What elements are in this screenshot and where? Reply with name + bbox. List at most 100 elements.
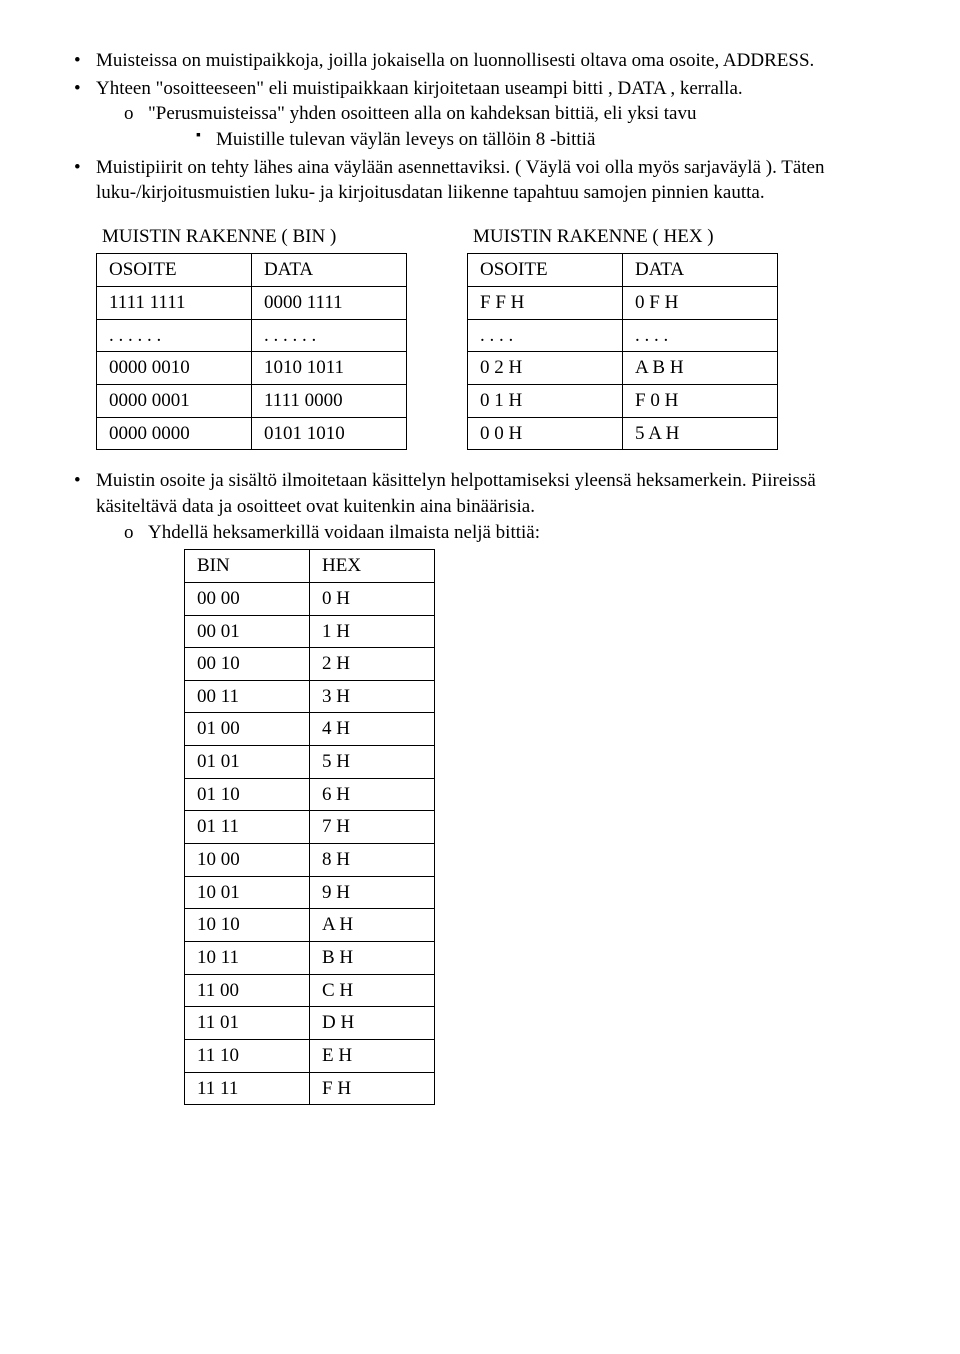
table-cell: 00 00 bbox=[185, 582, 310, 615]
sub-bullet-list: Yhdellä heksamerkillä voidaan ilmaista n… bbox=[96, 520, 896, 546]
table-cell: E H bbox=[310, 1039, 435, 1072]
table-row: 00 000 H bbox=[185, 582, 435, 615]
table-row: 01 004 H bbox=[185, 713, 435, 746]
bullet-item: Muistipiirit on tehty lähes aina väylään… bbox=[64, 155, 896, 206]
bullet-text: Muistin osoite ja sisältö ilmoitetaan kä… bbox=[96, 470, 816, 517]
table-cell: F 0 H bbox=[623, 385, 778, 418]
table-bin-wrap: MUISTIN RAKENNE ( BIN ) OSOITE DATA 1111… bbox=[96, 224, 407, 450]
table-hex: OSOITE DATA F F H 0 F H . . . . . . . . … bbox=[467, 253, 778, 450]
table-cell: 6 H bbox=[310, 778, 435, 811]
table-cell: F F H bbox=[468, 287, 623, 320]
table-cell: 0 F H bbox=[623, 287, 778, 320]
table-row: 11 11F H bbox=[185, 1072, 435, 1105]
bullet-item: Yhteen "osoitteeseen" eli muistipaikkaan… bbox=[64, 76, 896, 153]
table-row: . . . . . . . . . . . . bbox=[97, 319, 407, 352]
bullet-text: Muisteissa on muistipaikkoja, joilla jok… bbox=[96, 50, 814, 71]
bullet-item: Muisteissa on muistipaikkoja, joilla jok… bbox=[64, 48, 896, 74]
table-cell: 11 10 bbox=[185, 1039, 310, 1072]
table-cell: 01 11 bbox=[185, 811, 310, 844]
table-cell: 5 H bbox=[310, 746, 435, 779]
table-row: 0 2 H A B H bbox=[468, 352, 778, 385]
tables-row: MUISTIN RAKENNE ( BIN ) OSOITE DATA 1111… bbox=[64, 224, 896, 450]
table-row: BIN HEX bbox=[185, 550, 435, 583]
table-cell: 0 0 H bbox=[468, 417, 623, 450]
table-row: . . . . . . . . bbox=[468, 319, 778, 352]
table-cell: . . . . . . bbox=[252, 319, 407, 352]
table-cell: 11 00 bbox=[185, 974, 310, 1007]
table-row: F F H 0 F H bbox=[468, 287, 778, 320]
table-cell: 0000 0001 bbox=[97, 385, 252, 418]
hex-map-table: BIN HEX 00 000 H 00 011 H 00 102 H 00 11… bbox=[184, 549, 435, 1105]
sub-bullet-item: Yhdellä heksamerkillä voidaan ilmaista n… bbox=[124, 520, 896, 546]
table-cell: . . . . . . bbox=[97, 319, 252, 352]
bullet-item: Muistin osoite ja sisältö ilmoitetaan kä… bbox=[64, 468, 896, 545]
table-cell: 0000 0000 bbox=[97, 417, 252, 450]
table-row: 0000 0000 0101 1010 bbox=[97, 417, 407, 450]
bullet-text: Muistipiirit on tehty lähes aina väylään… bbox=[96, 157, 825, 204]
table-cell: 5 A H bbox=[623, 417, 778, 450]
table-cell: 01 00 bbox=[185, 713, 310, 746]
sub-bullet-item: "Perusmuisteissa" yhden osoitteen alla o… bbox=[124, 101, 896, 152]
table-cell: 1010 1011 bbox=[252, 352, 407, 385]
table-cell: . . . . bbox=[623, 319, 778, 352]
table-cell: D H bbox=[310, 1007, 435, 1040]
table-cell: 01 10 bbox=[185, 778, 310, 811]
top-bullet-list: Muisteissa on muistipaikkoja, joilla jok… bbox=[64, 48, 896, 206]
table-header-cell: OSOITE bbox=[468, 254, 623, 287]
table-cell: 00 11 bbox=[185, 680, 310, 713]
table-row: 10 019 H bbox=[185, 876, 435, 909]
table-cell: 3 H bbox=[310, 680, 435, 713]
table-cell: C H bbox=[310, 974, 435, 1007]
table-bin-title: MUISTIN RAKENNE ( BIN ) bbox=[96, 224, 407, 250]
table-cell: 11 01 bbox=[185, 1007, 310, 1040]
table-cell: 10 00 bbox=[185, 844, 310, 877]
sub-bullet-text: "Perusmuisteissa" yhden osoitteen alla o… bbox=[148, 103, 696, 124]
table-header-cell: DATA bbox=[623, 254, 778, 287]
table-cell: F H bbox=[310, 1072, 435, 1105]
table-row: 10 11B H bbox=[185, 941, 435, 974]
table-cell: 0 1 H bbox=[468, 385, 623, 418]
table-row: 00 011 H bbox=[185, 615, 435, 648]
table-row: 0000 0001 1111 0000 bbox=[97, 385, 407, 418]
table-cell: A B H bbox=[623, 352, 778, 385]
sub-sub-bullet-list: Muistille tulevan väylän leveys on tällö… bbox=[148, 127, 896, 153]
table-cell: 0101 1010 bbox=[252, 417, 407, 450]
table-header-cell: DATA bbox=[252, 254, 407, 287]
table-cell: A H bbox=[310, 909, 435, 942]
lower-bullet-list: Muistin osoite ja sisältö ilmoitetaan kä… bbox=[64, 468, 896, 545]
table-header-cell: HEX bbox=[310, 550, 435, 583]
table-cell: . . . . bbox=[468, 319, 623, 352]
table-cell: 10 11 bbox=[185, 941, 310, 974]
bullet-text: Yhteen "osoitteeseen" eli muistipaikkaan… bbox=[96, 78, 743, 99]
table-cell: 0 2 H bbox=[468, 352, 623, 385]
table-hex-wrap: MUISTIN RAKENNE ( HEX ) OSOITE DATA F F … bbox=[467, 224, 778, 450]
table-row: 01 015 H bbox=[185, 746, 435, 779]
table-cell: 10 10 bbox=[185, 909, 310, 942]
table-cell: 00 10 bbox=[185, 648, 310, 681]
table-row: 1111 1111 0000 1111 bbox=[97, 287, 407, 320]
table-row: 0 0 H 5 A H bbox=[468, 417, 778, 450]
table-cell: 9 H bbox=[310, 876, 435, 909]
table-cell: 01 01 bbox=[185, 746, 310, 779]
table-row: 01 117 H bbox=[185, 811, 435, 844]
table-row: 01 106 H bbox=[185, 778, 435, 811]
table-cell: 0000 0010 bbox=[97, 352, 252, 385]
table-cell: 10 01 bbox=[185, 876, 310, 909]
sub-bullet-text: Yhdellä heksamerkillä voidaan ilmaista n… bbox=[148, 522, 540, 543]
table-cell: 00 01 bbox=[185, 615, 310, 648]
table-header-cell: OSOITE bbox=[97, 254, 252, 287]
table-cell: 1111 1111 bbox=[97, 287, 252, 320]
table-cell: 8 H bbox=[310, 844, 435, 877]
table-cell: 4 H bbox=[310, 713, 435, 746]
table-hex-title: MUISTIN RAKENNE ( HEX ) bbox=[467, 224, 778, 250]
table-row: OSOITE DATA bbox=[97, 254, 407, 287]
table-row: 0000 0010 1010 1011 bbox=[97, 352, 407, 385]
table-cell: 0000 1111 bbox=[252, 287, 407, 320]
table-cell: 1 H bbox=[310, 615, 435, 648]
table-cell: 1111 0000 bbox=[252, 385, 407, 418]
sub-bullet-list: "Perusmuisteissa" yhden osoitteen alla o… bbox=[96, 101, 896, 152]
table-row: 10 10A H bbox=[185, 909, 435, 942]
table-row: 0 1 H F 0 H bbox=[468, 385, 778, 418]
sub-sub-bullet-text: Muistille tulevan väylän leveys on tällö… bbox=[216, 129, 595, 150]
table-header-cell: BIN bbox=[185, 550, 310, 583]
